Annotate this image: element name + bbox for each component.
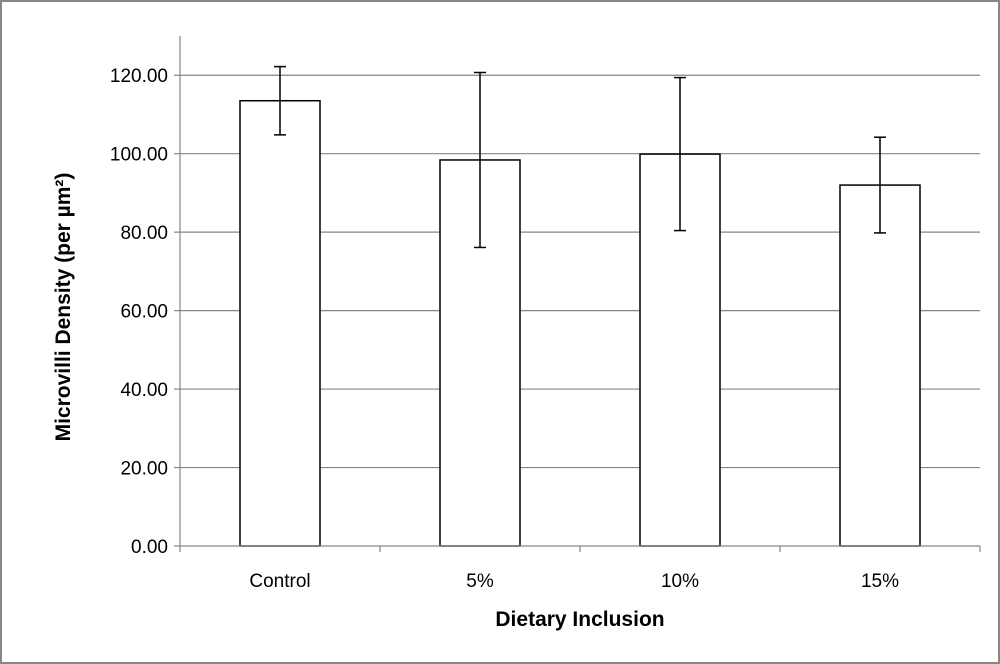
error-bars (274, 65, 886, 249)
tick-labels: 0.00 20.00 40.00 60.00 80.00 100.00 120.00 Cont… (110, 66, 899, 592)
y-tick-label: 60.00 (120, 302, 168, 323)
y-axis-title: Microvilli Density (per µm²) (52, 173, 75, 442)
y-tick-label: 0.00 (131, 537, 168, 558)
y-tick-label: 80.00 (120, 223, 168, 244)
y-tick-label: 40.00 (120, 380, 168, 401)
x-axis-title: Dietary Inclusion (495, 608, 664, 631)
y-tick-label: 120.00 (110, 66, 168, 87)
x-tick-label: 15% (861, 571, 899, 592)
bar-15% (839, 184, 921, 547)
bar-Control (239, 99, 321, 547)
y-tick-label: 20.00 (120, 459, 168, 480)
axes (174, 36, 981, 552)
y-tick-label: 100.00 (110, 145, 168, 166)
x-tick-label: 10% (661, 571, 699, 592)
x-tick-label: Control (249, 571, 310, 592)
x-tick-label: 5% (466, 571, 494, 592)
